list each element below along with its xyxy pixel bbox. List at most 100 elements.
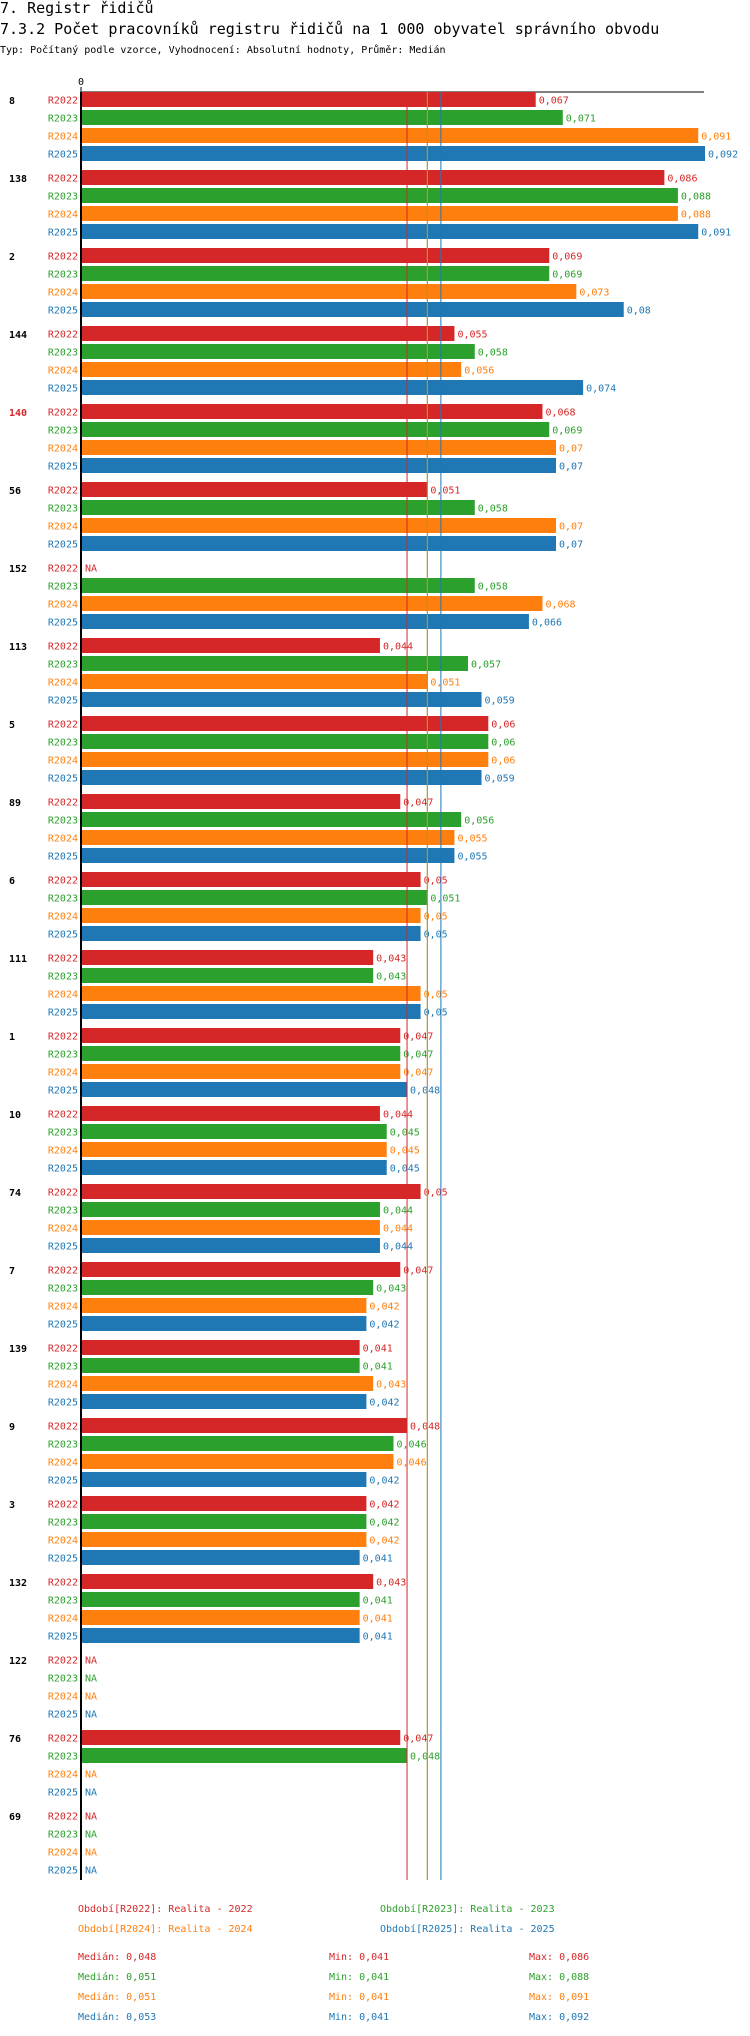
bar (82, 1316, 367, 1331)
data-label: 0,041 (363, 1632, 393, 1643)
stat-median-r2025: Medián: 0,053 (78, 2012, 157, 2023)
na-label: NA (85, 1848, 97, 1859)
series-label: R2025 (48, 462, 78, 473)
data-label: 0,043 (376, 1380, 406, 1391)
series-label: R2023 (48, 1752, 78, 1763)
series-label: R2023 (48, 1830, 78, 1841)
group-label: 10 (9, 1110, 21, 1121)
bar (82, 1184, 421, 1199)
series-label: R2023 (48, 348, 78, 359)
data-label: 0,07 (559, 540, 583, 551)
data-label: 0,06 (491, 756, 515, 767)
group-label: 144 (9, 330, 27, 341)
bar (82, 1418, 408, 1433)
series-label: R2024 (48, 756, 78, 767)
group-label: 6 (9, 876, 15, 887)
bar (82, 1298, 367, 1313)
series-label: R2024 (48, 132, 78, 143)
bar (82, 752, 489, 767)
data-label: 0,051 (430, 678, 460, 689)
series-label: R2024 (48, 1224, 78, 1235)
series-label: R2024 (48, 1614, 78, 1625)
series-label: R2022 (48, 1344, 78, 1355)
bar (82, 404, 543, 419)
stat-median-r2023: Medián: 0,051 (78, 1972, 157, 1983)
bar (82, 1376, 374, 1391)
data-label: 0,047 (403, 1734, 433, 1745)
bar (82, 146, 705, 161)
series-label: R2024 (48, 912, 78, 923)
series-label: R2022 (48, 1812, 78, 1823)
series-label: R2025 (48, 852, 78, 863)
data-label: 0,041 (363, 1362, 393, 1373)
data-label: 0,088 (681, 210, 711, 221)
series-label: R2024 (48, 1068, 78, 1079)
group-label: 1 (9, 1032, 15, 1043)
data-label: 0,044 (383, 1206, 413, 1217)
group-label: 89 (9, 798, 21, 809)
data-label: 0,044 (383, 1224, 413, 1235)
group-label: 5 (9, 720, 15, 731)
stat-max-r2025: Max: 0,092 (529, 2012, 590, 2023)
data-label: 0,041 (363, 1614, 393, 1625)
group-label: 56 (9, 486, 21, 497)
data-label: 0,086 (667, 174, 697, 185)
series-label: R2024 (48, 678, 78, 689)
data-label: 0,048 (410, 1422, 440, 1433)
series-label: R2025 (48, 696, 78, 707)
series-label: R2022 (48, 642, 78, 653)
group-label: 140 (9, 408, 27, 419)
series-label: R2025 (48, 228, 78, 239)
series-label: R2025 (48, 1476, 78, 1487)
bar (82, 926, 421, 941)
data-label: 0,047 (403, 1032, 433, 1043)
bar (82, 770, 482, 785)
series-label: R2022 (48, 252, 78, 263)
stat-max-r2022: Max: 0,086 (529, 1952, 590, 1963)
bar (82, 326, 455, 341)
data-label: 0,043 (376, 1284, 406, 1295)
data-label: 0,08 (627, 306, 651, 317)
data-label: 0,058 (478, 504, 508, 515)
bar (82, 1064, 401, 1079)
na-label: NA (85, 1692, 97, 1703)
series-label: R2022 (48, 1422, 78, 1433)
series-label: R2025 (48, 1788, 78, 1799)
series-label: R2024 (48, 1146, 78, 1157)
series-label: R2022 (48, 1188, 78, 1199)
series-label: R2024 (48, 990, 78, 1001)
series-label: R2023 (48, 738, 78, 749)
bar (82, 1142, 387, 1157)
data-label: 0,057 (471, 660, 501, 671)
stat-min-r2023: Min: 0,041 (329, 1972, 390, 1983)
na-label: NA (85, 1788, 97, 1799)
data-label: 0,044 (383, 1110, 413, 1121)
na-label: NA (85, 1710, 97, 1721)
bar (82, 596, 543, 611)
chart-subtitle: Typ: Počítaný podle vzorce, Vyhodnocení:… (0, 45, 446, 56)
data-label: 0,066 (532, 618, 562, 629)
group-label: 111 (9, 954, 27, 965)
bar (82, 1592, 360, 1607)
bar (82, 1082, 408, 1097)
data-label: 0,05 (424, 1008, 448, 1019)
data-label: 0,044 (383, 642, 413, 653)
stat-median-r2024: Medián: 0,051 (78, 1992, 157, 2003)
bar (82, 206, 678, 221)
group-label: 69 (9, 1812, 21, 1823)
series-label: R2025 (48, 150, 78, 161)
series-label: R2024 (48, 1536, 78, 1547)
stat-min-r2024: Min: 0,041 (329, 1992, 390, 2003)
group-label: 113 (9, 642, 27, 653)
series-label: R2025 (48, 1632, 78, 1643)
data-label: 0,051 (430, 486, 460, 497)
series-label: R2023 (48, 426, 78, 437)
data-label: 0,05 (424, 876, 448, 887)
bar (82, 830, 455, 845)
series-label: R2022 (48, 408, 78, 419)
bar (82, 716, 489, 731)
bar (82, 1514, 367, 1529)
series-label: R2023 (48, 504, 78, 515)
series-label: R2023 (48, 1518, 78, 1529)
series-label: R2025 (48, 1710, 78, 1721)
